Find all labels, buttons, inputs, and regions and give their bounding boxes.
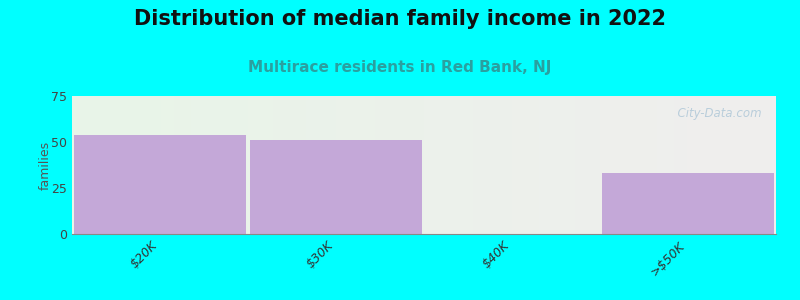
Y-axis label: families: families — [39, 140, 52, 190]
Bar — [602, 173, 774, 234]
Bar — [250, 140, 422, 234]
Text: Multirace residents in Red Bank, NJ: Multirace residents in Red Bank, NJ — [248, 60, 552, 75]
Bar — [74, 135, 246, 234]
Text: Distribution of median family income in 2022: Distribution of median family income in … — [134, 9, 666, 29]
Text: City-Data.com: City-Data.com — [670, 107, 762, 120]
